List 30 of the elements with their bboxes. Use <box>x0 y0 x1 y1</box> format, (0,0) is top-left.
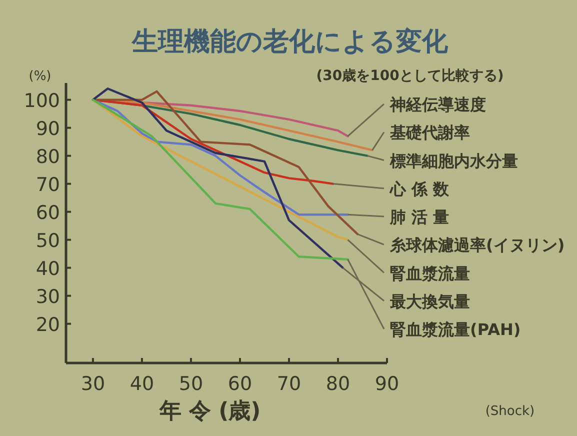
x-tick-label: 40 <box>130 373 154 395</box>
text: 神経伝導速度 <box>389 95 486 114</box>
text: 腎血漿流量(PAH) <box>390 320 521 339</box>
x-tick-label: 30 <box>80 373 106 395</box>
x-tick-label: 70 <box>276 373 302 395</box>
series-label: 基礎代謝率 <box>389 123 470 142</box>
chart-subtitle: (30歳を100として比較する) <box>316 68 504 84</box>
x-axis-title: 年 令 (歳) <box>158 399 261 424</box>
text: 肺 活 量 <box>389 208 450 226</box>
text: (Shock) <box>485 404 535 419</box>
y-tick-label: 100 <box>24 90 60 112</box>
x-tick-label: 60 <box>228 373 252 395</box>
text: 心 係 数 <box>389 179 450 198</box>
y-tick-label: 50 <box>36 230 60 252</box>
y-tick-label: 30 <box>36 286 60 308</box>
y-tick-label: 80 <box>36 146 60 168</box>
text: 腎血漿流量 <box>390 264 470 283</box>
x-tick-label: 90 <box>374 373 400 395</box>
x-tick-label: 50 <box>178 373 204 395</box>
y-tick-label: 20 <box>36 314 60 336</box>
y-tick-label: 60 <box>36 202 60 224</box>
series-label: 標準細胞内水分量 <box>389 151 518 170</box>
x-tick-label: 80 <box>326 373 350 395</box>
text: 最大換気量 <box>389 292 470 311</box>
text: 糸球体濾過率(イヌリン) <box>389 236 565 255</box>
y-axis-title: (%) <box>28 69 52 84</box>
y-tick-label: 90 <box>36 118 60 140</box>
y-tick-label: 40 <box>36 258 60 280</box>
y-tick-label: 70 <box>36 174 60 196</box>
chart-title: 生理機能の老化による変化 <box>131 27 449 57</box>
